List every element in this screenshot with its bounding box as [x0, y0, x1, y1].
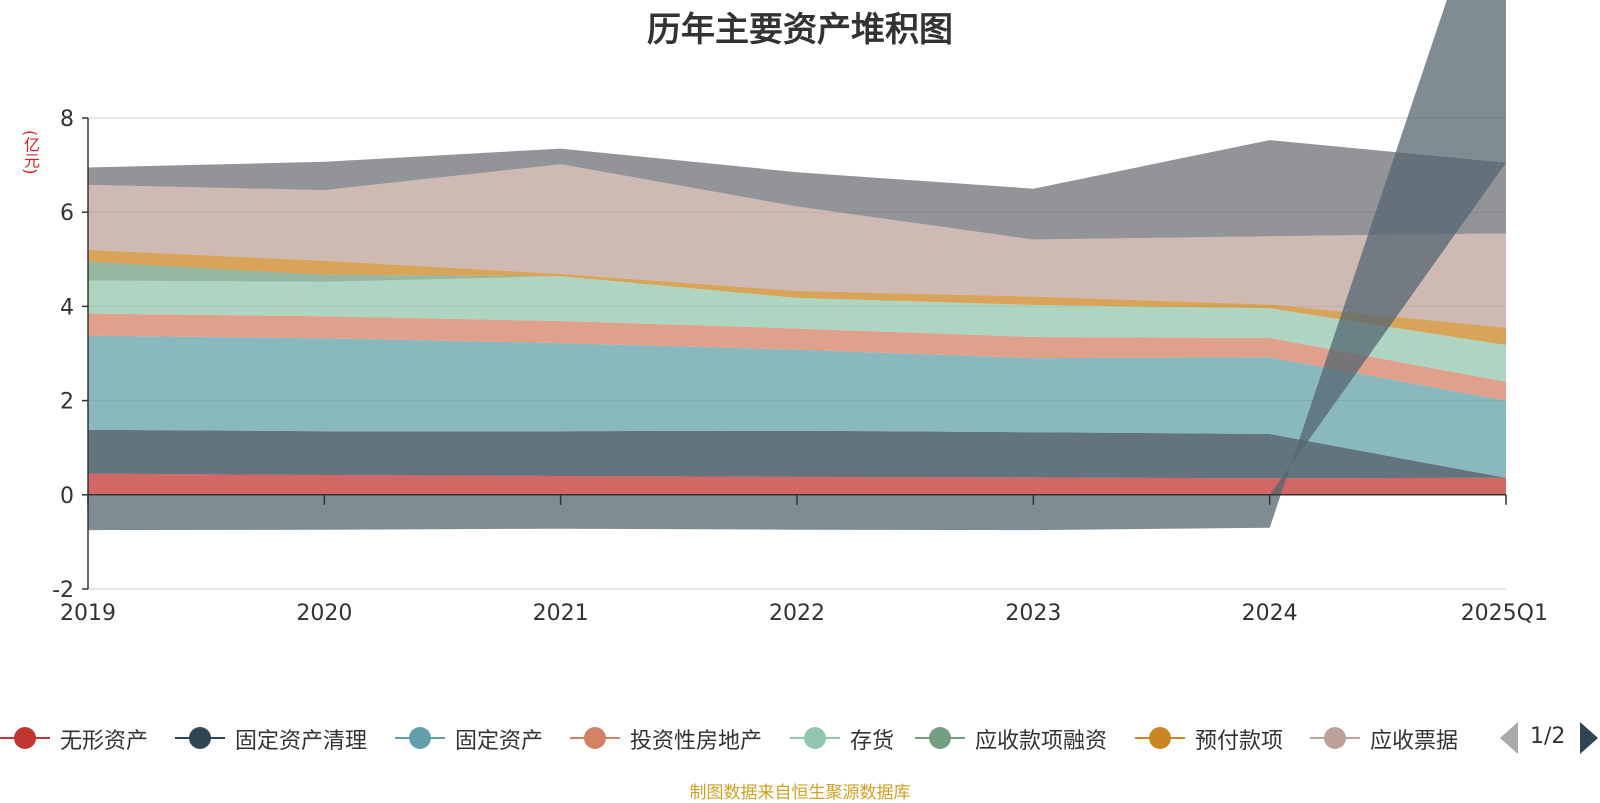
area-series-4[interactable]	[88, 313, 1506, 401]
area-series-6[interactable]	[88, 261, 1506, 345]
x-tick-label: 2023	[1005, 601, 1061, 626]
legend-label: 存货	[850, 729, 895, 754]
legend-dot-icon	[189, 727, 211, 749]
legend-label: 应收票据	[1370, 729, 1459, 754]
area-series-3[interactable]	[88, 335, 1506, 478]
legend-dot-icon	[584, 727, 606, 749]
legend-dot-icon	[804, 727, 826, 749]
legend: 无形资产 固定资产清理 固定资产 投资性房地产 存货 应收款项融资 预付款项 应收票据 1/2	[0, 718, 1600, 758]
x-tick-label: 2025Q1	[1461, 601, 1548, 626]
y-tick-label: 8	[60, 107, 74, 132]
legend-dot-icon	[409, 727, 431, 749]
stacked-area-chart: -2 0 2 4 6 8 2019 2020 2021 2022 2023 2024 2025Q1	[52, 0, 1548, 626]
legend-dot-icon	[929, 727, 951, 749]
x-tick-label: 2021	[533, 601, 589, 626]
x-tick-label: 2019	[60, 601, 116, 626]
legend-label: 固定资产清理	[235, 729, 368, 754]
legend-page-indicator: 1/2	[1530, 724, 1566, 749]
legend-items: 无形资产 固定资产清理 固定资产 投资性房地产 存货 应收款项融资 预付款项 应收票据	[0, 718, 1478, 758]
y-tick-label: 6	[60, 201, 74, 226]
x-tick-label: 2020	[296, 601, 352, 626]
x-tick-label: 2022	[769, 601, 825, 626]
y-axis-unit-label: (亿元)	[21, 129, 40, 175]
area-series-9[interactable]	[88, 140, 1506, 240]
area-series-group	[88, 0, 1506, 531]
area-series-8[interactable]	[88, 164, 1506, 328]
legend-label: 无形资产	[60, 729, 149, 754]
legend-dot-icon	[14, 727, 36, 749]
legend-label: 应收款项融资	[975, 729, 1108, 754]
area-series-5[interactable]	[88, 276, 1506, 382]
legend-pager: 1/2	[1500, 718, 1600, 758]
legend-prev-page-icon[interactable]	[1500, 722, 1518, 754]
x-tick-label: 2024	[1242, 601, 1298, 626]
axes: -2 0 2 4 6 8 2019 2020 2021 2022 2023 2024 2025Q1	[52, 107, 1548, 626]
legend-dot-icon	[1149, 727, 1171, 749]
area-series-2[interactable]	[88, 429, 1506, 479]
y-tick-label: 2	[60, 390, 74, 415]
legend-label: 预付款项	[1195, 729, 1284, 754]
area-series-1[interactable]	[88, 473, 1506, 495]
legend-dot-icon	[1324, 727, 1346, 749]
chart-title: 历年主要资产堆积图	[647, 10, 953, 50]
legend-next-page-icon[interactable]	[1580, 722, 1598, 754]
legend-label: 投资性房地产	[630, 729, 763, 754]
area-series-7[interactable]	[88, 249, 1506, 345]
source-note: 制图数据来自恒生聚源数据库	[689, 783, 911, 803]
y-tick-label: 4	[60, 295, 74, 320]
y-tick-label: 0	[60, 484, 74, 509]
legend-label: 固定资产	[455, 729, 544, 754]
y-tick-label: -2	[52, 578, 74, 603]
